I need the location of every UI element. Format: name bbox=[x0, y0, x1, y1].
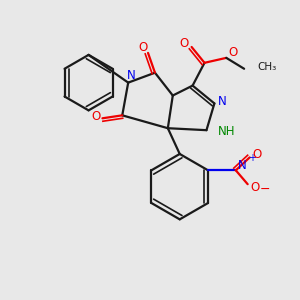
Text: O: O bbox=[138, 41, 148, 55]
Text: O: O bbox=[250, 181, 259, 194]
Text: +: + bbox=[248, 153, 256, 164]
Text: O: O bbox=[91, 110, 100, 123]
Text: N: N bbox=[127, 69, 136, 82]
Text: CH₃: CH₃ bbox=[257, 62, 276, 72]
Text: O: O bbox=[252, 148, 261, 161]
Text: O: O bbox=[179, 38, 188, 50]
Text: N: N bbox=[218, 95, 227, 108]
Text: N: N bbox=[238, 159, 247, 172]
Text: −: − bbox=[259, 183, 270, 196]
Text: NH: NH bbox=[218, 125, 236, 138]
Text: O: O bbox=[229, 46, 238, 59]
